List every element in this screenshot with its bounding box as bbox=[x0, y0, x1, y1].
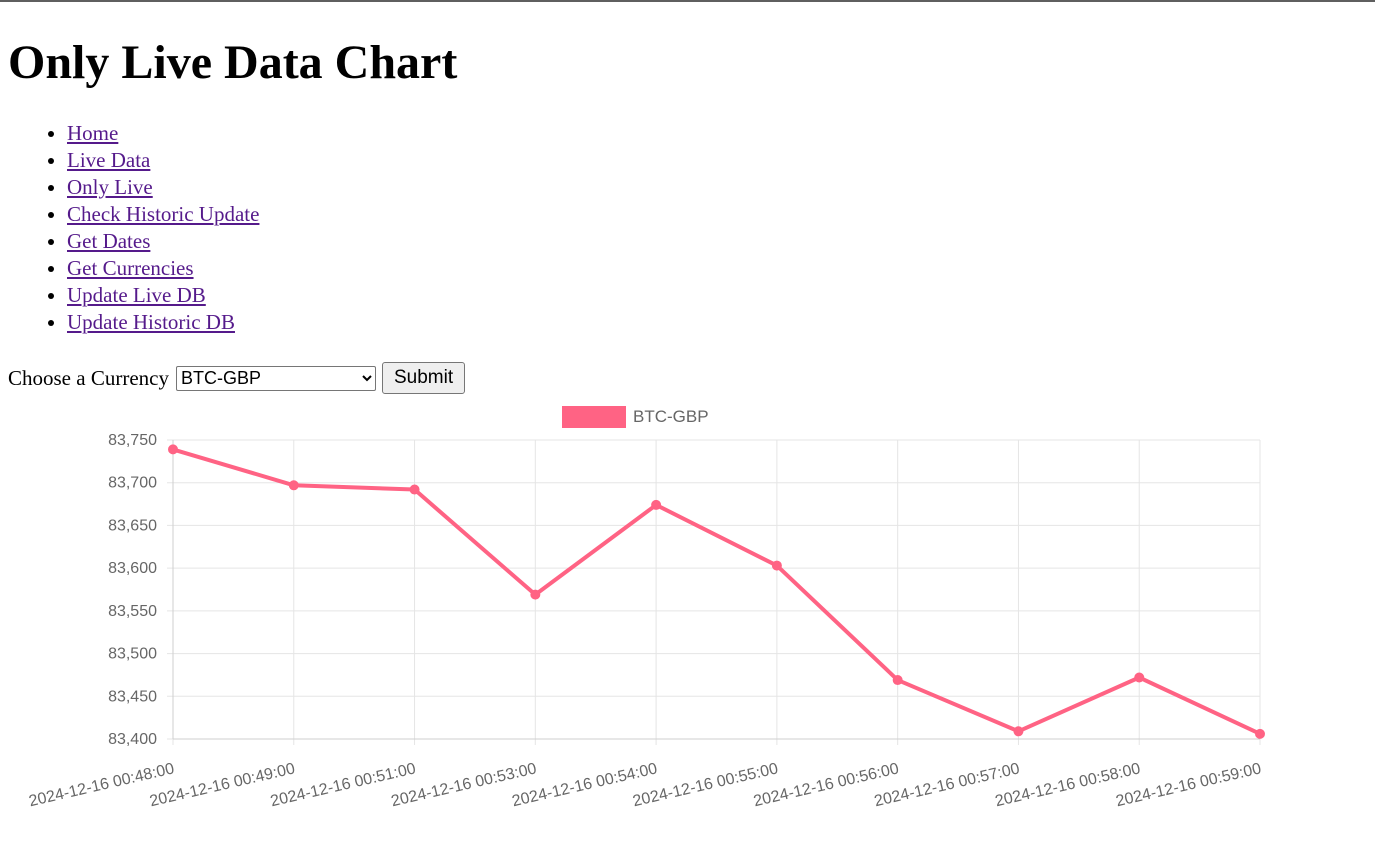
nav-item-live-data: Live Data bbox=[67, 147, 259, 174]
data-point bbox=[892, 675, 903, 686]
y-tick-label: 83,550 bbox=[108, 603, 157, 620]
nav-link-home[interactable]: Home bbox=[67, 121, 119, 145]
data-point bbox=[1134, 672, 1145, 683]
submit-button[interactable]: Submit bbox=[381, 362, 466, 394]
nav-link-check-historic-update[interactable]: Check Historic Update bbox=[67, 202, 260, 226]
nav-item-update-live-db: Update Live DB bbox=[67, 282, 259, 309]
top-border bbox=[0, 0, 1375, 2]
nav-link-update-live-db[interactable]: Update Live DB bbox=[67, 283, 206, 307]
price-line-chart: 83,750 83,700 83,650 83,600 83,550 83,500 83,4… bbox=[27, 406, 1265, 810]
y-tick-label: 83,600 bbox=[108, 560, 157, 577]
y-tick-label: 83,750 bbox=[108, 432, 157, 449]
currency-form: Choose a Currency BTC-GBP Submit bbox=[8, 362, 466, 394]
nav-item-home: Home bbox=[67, 120, 259, 147]
y-tick-label: 83,650 bbox=[108, 517, 157, 534]
data-point bbox=[651, 499, 662, 510]
data-point bbox=[168, 444, 178, 455]
series-line-btc-gbp bbox=[171, 447, 1262, 736]
data-point bbox=[530, 589, 541, 600]
y-tick-label: 83,400 bbox=[108, 731, 157, 748]
nav-link-get-dates[interactable]: Get Dates bbox=[67, 229, 151, 253]
currency-label: Choose a Currency bbox=[8, 365, 169, 390]
nav-link-only-live[interactable]: Only Live bbox=[67, 175, 153, 199]
legend-label: BTC-GBP bbox=[633, 407, 709, 426]
nav-item-update-historic-db: Update Historic DB bbox=[67, 309, 259, 336]
y-tick-label: 83,700 bbox=[108, 475, 157, 492]
nav-list: Home Live Data Only Live Check Historic … bbox=[27, 120, 259, 336]
page-title: Only Live Data Chart bbox=[8, 36, 458, 89]
data-point bbox=[1013, 726, 1024, 737]
data-point bbox=[1255, 728, 1265, 739]
nav-item-check-historic-update: Check Historic Update bbox=[67, 201, 259, 228]
nav-item-get-dates: Get Dates bbox=[67, 228, 259, 255]
data-point bbox=[409, 484, 420, 495]
legend-swatch bbox=[562, 406, 626, 428]
nav-item-only-live: Only Live bbox=[67, 174, 259, 201]
nav-link-get-currencies[interactable]: Get Currencies bbox=[67, 256, 194, 280]
data-point bbox=[771, 560, 782, 571]
currency-select[interactable]: BTC-GBP bbox=[175, 365, 376, 391]
nav-link-update-historic-db[interactable]: Update Historic DB bbox=[67, 310, 235, 334]
data-point bbox=[288, 480, 299, 491]
nav-link-live-data[interactable]: Live Data bbox=[67, 148, 151, 172]
y-tick-label: 83,500 bbox=[108, 646, 157, 663]
y-tick-label: 83,450 bbox=[108, 688, 157, 705]
nav-item-get-currencies: Get Currencies bbox=[67, 255, 259, 282]
